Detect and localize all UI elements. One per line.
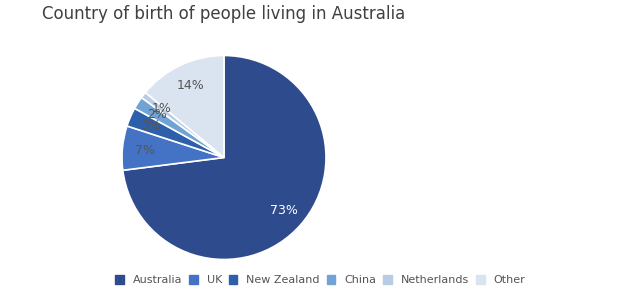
Wedge shape [141, 92, 224, 158]
Text: 1%: 1% [151, 102, 171, 115]
Title: Country of birth of people living in Australia: Country of birth of people living in Aus… [42, 5, 406, 23]
Wedge shape [122, 126, 224, 170]
Text: 3%: 3% [141, 119, 161, 132]
Wedge shape [123, 56, 326, 260]
Text: 73%: 73% [269, 204, 298, 217]
Text: 2%: 2% [147, 108, 167, 122]
Wedge shape [145, 56, 224, 158]
Text: 14%: 14% [176, 79, 204, 92]
Text: 7%: 7% [135, 143, 155, 157]
Wedge shape [127, 108, 224, 158]
Wedge shape [134, 98, 224, 158]
Legend: Australia, UK, New Zealand, China, Netherlands, Other: Australia, UK, New Zealand, China, Nethe… [111, 272, 529, 288]
